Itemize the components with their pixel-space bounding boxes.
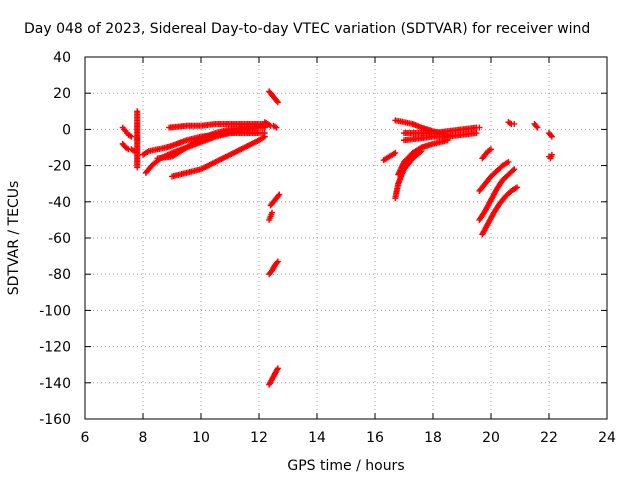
data-point-arc-u [488, 146, 494, 153]
data-point-arc-x [514, 184, 521, 191]
data-point-arc-zb [548, 151, 555, 158]
y-tick-label: -100 [39, 303, 71, 319]
y-tick-label: 40 [53, 50, 71, 66]
x-tick-label: 12 [250, 430, 268, 446]
x-tick-label: 20 [482, 430, 500, 446]
y-tick-label: 0 [62, 122, 71, 138]
x-tick-label: 16 [366, 430, 384, 446]
data-point-arc-m [273, 259, 280, 266]
x-tick-label: 18 [424, 430, 442, 446]
grid-lines [85, 57, 607, 419]
data-point-arc-za [548, 133, 555, 140]
chart-title: Day 048 of 2023, Sidereal Day-to-day VTE… [24, 21, 590, 37]
data-point-arc-za [547, 132, 554, 139]
y-tick-label: -60 [48, 231, 71, 247]
axis-ticks: 6 8 10 12 14 16 18 20 22 24 40 20 0 -20 -40 -60 -80 -100 -… [39, 50, 616, 446]
data-point-arc-m [274, 258, 281, 265]
data-point-arc-n [274, 365, 281, 372]
data-point-arc-l [269, 209, 276, 216]
data-point-arc-j [274, 99, 281, 106]
data-point-arc-i [273, 124, 280, 131]
data-point-arc-v [505, 158, 512, 165]
data-point-arc-k [275, 192, 282, 199]
x-tick-label: 10 [192, 430, 210, 446]
data-point-arc-k [276, 191, 283, 198]
x-tick-label: 24 [598, 430, 616, 446]
x-tick-label: 22 [540, 430, 558, 446]
y-tick-label: 20 [53, 86, 71, 102]
data-point-arc-w [511, 166, 518, 173]
x-axis-label: GPS time / hours [287, 458, 404, 474]
data-point-arc-j [273, 98, 280, 105]
y-tick-label: -80 [48, 267, 71, 283]
x-tick-label: 14 [308, 430, 326, 446]
y-tick-label: -160 [39, 412, 71, 428]
data-point-arc-w [510, 167, 517, 174]
y-tick-label: -120 [39, 340, 71, 356]
y-tick-label: -40 [48, 195, 71, 211]
x-tick-label: 6 [81, 430, 90, 446]
data-point-arc-c [134, 164, 141, 171]
data-point-arc-z [534, 124, 541, 131]
data-point-arc-t [476, 124, 483, 131]
y-tick-label: -140 [39, 376, 71, 392]
data-point-arc-y [511, 120, 518, 127]
x-tick-label: 8 [139, 430, 148, 446]
data-point-arc-h [261, 133, 268, 140]
data-points [119, 88, 555, 388]
data-point-arc-o [392, 149, 399, 156]
data-point-arc-a [128, 133, 135, 140]
data-point-arc-s [473, 130, 480, 137]
y-tick-label: -20 [48, 159, 71, 175]
y-axis-label: SDTVAR / TECUs [6, 181, 22, 296]
data-point-arc-z [533, 123, 540, 130]
